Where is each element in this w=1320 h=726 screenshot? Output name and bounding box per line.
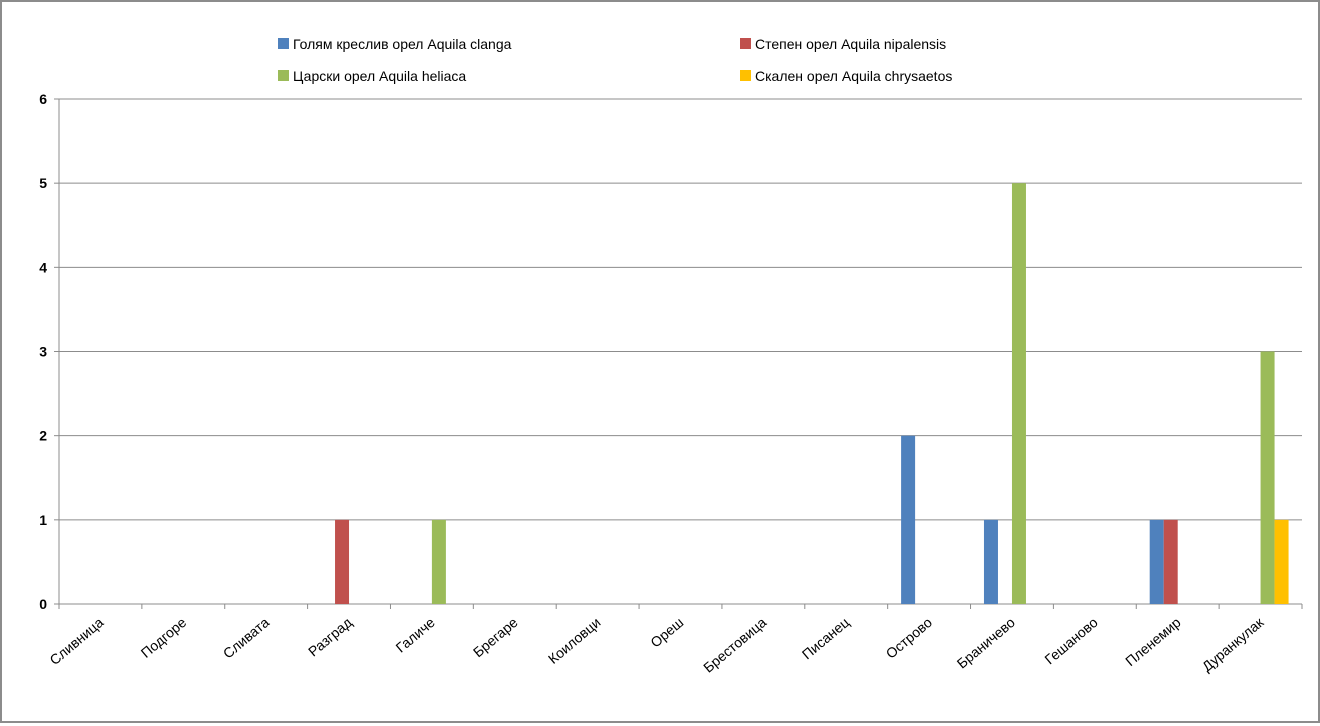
x-tick-label: Коиловци bbox=[545, 614, 604, 667]
x-tick-label: Пленемир bbox=[1122, 614, 1184, 669]
x-tick-label: Разград bbox=[305, 614, 355, 660]
legend-swatch bbox=[740, 70, 751, 81]
x-tick-label: Острово bbox=[883, 614, 936, 662]
x-tick-label: Дуранкулак bbox=[1199, 613, 1267, 674]
bar bbox=[335, 519, 350, 604]
gridlines bbox=[59, 98, 1302, 521]
bar bbox=[431, 519, 446, 604]
y-tick-label: 6 bbox=[39, 91, 47, 107]
x-tick-label: Гешаново bbox=[1041, 614, 1100, 668]
y-tick-label: 0 bbox=[39, 596, 47, 612]
bar bbox=[1274, 519, 1289, 604]
x-tick-label: Брестовица bbox=[700, 614, 769, 676]
y-tick-label: 3 bbox=[39, 344, 47, 360]
x-tick-label: Брегаре bbox=[470, 614, 521, 660]
bar bbox=[1011, 183, 1026, 604]
x-tick-label: Галиче bbox=[393, 614, 438, 656]
bar bbox=[1149, 519, 1164, 604]
legend-label: Царски орел Aquila heliaca bbox=[293, 68, 466, 84]
legend-label: Голям креслив орел Aquila clanga bbox=[293, 36, 512, 52]
y-tick-label: 1 bbox=[39, 512, 47, 528]
x-tick-label: Сливата bbox=[220, 614, 273, 662]
legend-label: Скален орел Aquila chrysaetos bbox=[755, 68, 952, 84]
x-tick-label: Подгоре bbox=[138, 614, 190, 661]
bar bbox=[1260, 351, 1275, 604]
x-tick-label: Сливница bbox=[46, 614, 106, 668]
y-axis: 0 1 2 3 4 5 6 bbox=[39, 91, 60, 612]
y-tick-label: 2 bbox=[39, 428, 47, 444]
y-tick-label: 5 bbox=[39, 175, 47, 191]
bar bbox=[983, 519, 998, 604]
x-tick-label: Ореш bbox=[647, 614, 686, 650]
legend-swatch bbox=[278, 38, 289, 49]
x-tick-label: Писанец bbox=[799, 614, 852, 662]
legend-label: Степен орел Aquila nipalensis bbox=[755, 36, 946, 52]
bars bbox=[335, 183, 1289, 604]
bar bbox=[901, 435, 916, 604]
legend: Голям креслив орел Aquila clanga Степен о… bbox=[278, 36, 952, 84]
legend-swatch bbox=[278, 70, 289, 81]
x-tick-label: Браничево bbox=[954, 614, 1018, 672]
y-tick-label: 4 bbox=[39, 259, 47, 275]
legend-swatch bbox=[740, 38, 751, 49]
bar bbox=[1163, 519, 1178, 604]
x-axis: Сливница Подгоре Сливата Разград Галиче Брега… bbox=[46, 603, 1303, 676]
